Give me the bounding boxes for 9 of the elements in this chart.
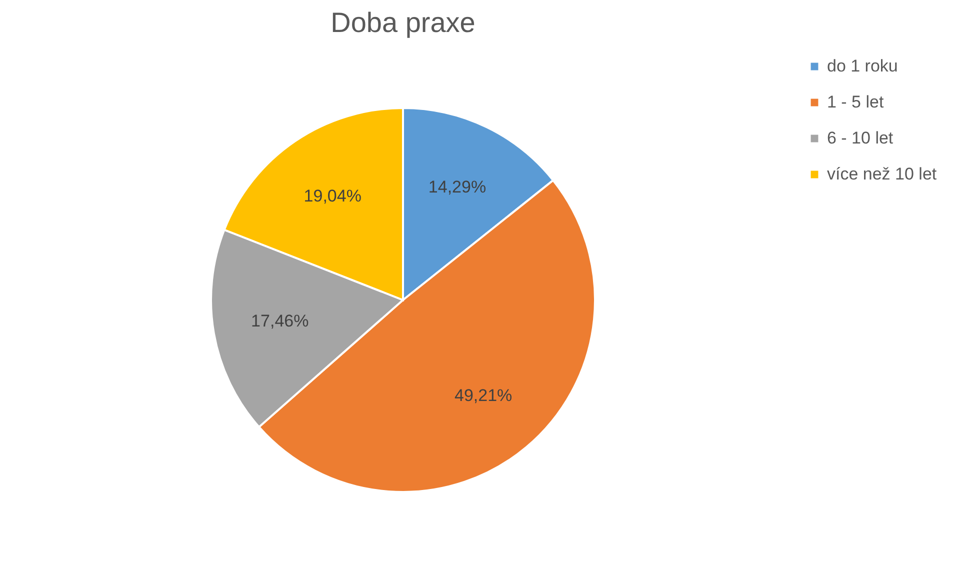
legend-label: více než 10 let [827,164,937,184]
data-label: 17,46% [251,312,309,331]
legend-label: 6 - 10 let [827,128,894,148]
data-label: 19,04% [304,186,362,206]
legend-label: do 1 roku [827,56,898,76]
data-label: 49,21% [454,386,512,405]
chart-title: Doba praxe [330,7,476,38]
data-label: 14,29% [428,177,486,196]
legend-label: 1 - 5 let [827,92,884,112]
